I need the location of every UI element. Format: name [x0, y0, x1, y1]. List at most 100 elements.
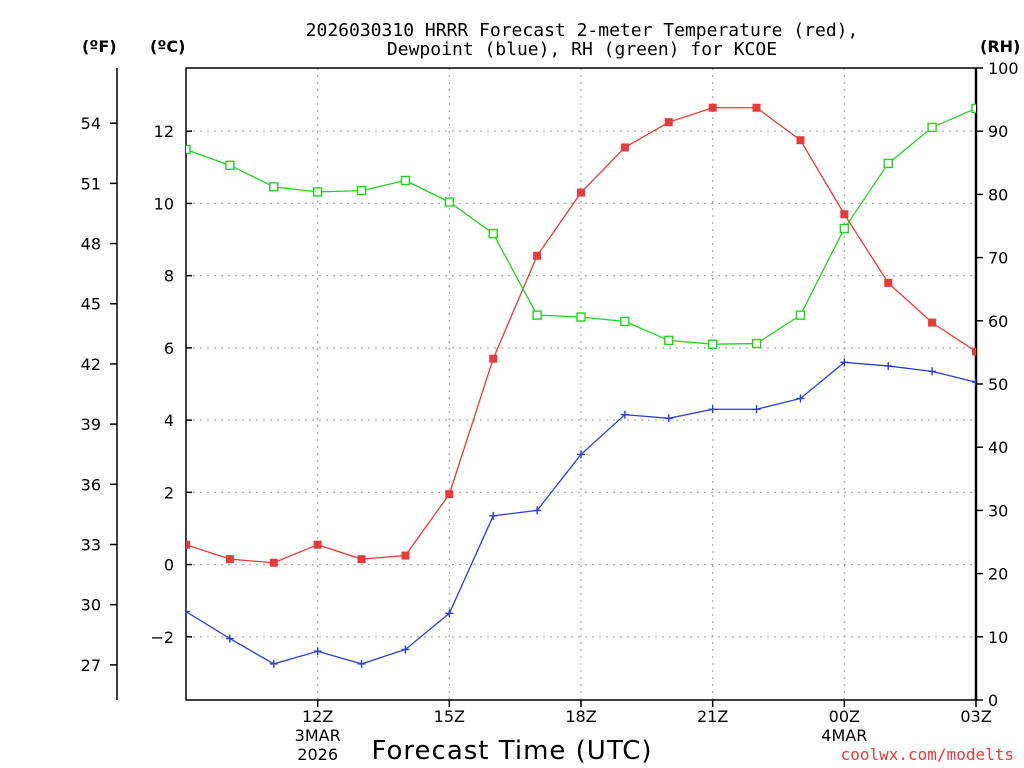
dewpoint-point [186, 607, 190, 616]
chart-title-line1: 2026030310 HRRR Forecast 2-meter Tempera… [306, 20, 859, 41]
x-tick-label: 21Z [697, 707, 728, 726]
temperature-point [445, 490, 454, 499]
x-tick-date: 4MAR [821, 726, 867, 745]
rh-point [400, 175, 411, 186]
rh-tick-label: 100 [988, 59, 1019, 78]
rh-point [488, 228, 498, 239]
temperature-point [664, 118, 673, 127]
rh-point [883, 158, 893, 169]
celsius-tick-label: −2 [150, 628, 174, 647]
rh-point [269, 182, 279, 192]
dewpoint-point [620, 410, 629, 419]
celsius-tick-label: 4 [164, 411, 174, 430]
dewpoint-point [928, 367, 937, 376]
celsius-tick-label: 8 [164, 267, 174, 286]
dewpoint-point [752, 405, 761, 414]
celsius-tick-label: 10 [154, 194, 174, 213]
dewpoint-point [445, 609, 454, 618]
temperature-point [1016, 366, 1024, 374]
rh-point [444, 197, 455, 207]
rh-point [312, 187, 323, 197]
dewpoint-point [840, 358, 849, 367]
rh-point [971, 103, 976, 114]
fahrenheit-tick-label: 36 [81, 475, 101, 494]
temperature-point [577, 188, 585, 197]
rh-tick-label: 60 [988, 312, 1008, 331]
temperature-point [884, 278, 893, 287]
fahrenheit-tick-label: 54 [81, 114, 101, 133]
temperature-point [533, 251, 542, 260]
x-tick-date: 3MAR [295, 726, 341, 745]
fahrenheit-tick-label: 51 [81, 174, 101, 193]
rh-tick-label: 90 [988, 122, 1008, 141]
temperature-point [225, 555, 234, 564]
rh-tick-label: 50 [988, 375, 1008, 394]
dewpoint-point [401, 645, 410, 654]
temperature-point [928, 318, 937, 327]
rh-point [927, 122, 937, 133]
temperature-point [269, 558, 278, 567]
fahrenheit-tick-label: 30 [81, 596, 101, 615]
fahrenheit-tick-label: 45 [81, 295, 101, 314]
dewpoint-point [269, 659, 278, 668]
celsius-tick-label: 6 [164, 339, 174, 358]
rh-tick-label: 40 [988, 438, 1008, 457]
fahrenheit-tick-label: 27 [81, 656, 101, 675]
dewpoint-point [708, 405, 717, 414]
x-tick-label: 00Z [829, 707, 860, 726]
temperature-point [186, 540, 190, 549]
rh-series-line [186, 107, 976, 345]
temperature-point [796, 136, 805, 145]
dewpoint-point [489, 511, 498, 520]
rh-tick-label: 70 [988, 249, 1008, 268]
rh-tick-label: 10 [988, 628, 1008, 647]
series-group [186, 103, 1024, 668]
temperature-point [401, 551, 410, 560]
x-tick-label: 03Z [960, 707, 991, 726]
dewpoint-point [796, 394, 805, 403]
rh-point [839, 223, 850, 234]
rh-point [356, 185, 367, 196]
rh-point [707, 339, 718, 349]
temperature-point [620, 143, 629, 152]
dewpoint-point [533, 506, 542, 515]
dewpoint-point [577, 450, 585, 459]
rh-tick-label: 30 [988, 501, 1008, 520]
rh-tick-label: 0 [988, 691, 998, 710]
x-axis-label: Forecast Time (UTC) [371, 736, 652, 766]
rh-point [225, 160, 235, 171]
rh-point [664, 335, 674, 346]
celsius-tick-label: 0 [164, 556, 174, 575]
fahrenheit-tick-label: 42 [81, 355, 101, 374]
rh-point [620, 316, 630, 327]
dewpoint-series-line [186, 361, 976, 665]
x-tick-year: 2026 [297, 745, 338, 764]
temperature-point [357, 555, 366, 564]
credit-text: coolwx.com/modelts [841, 745, 1014, 764]
plot-series [186, 103, 1024, 668]
temperature-point [972, 347, 976, 356]
rh-point [532, 310, 542, 320]
rh-point [576, 312, 586, 322]
rh-tick-label: 80 [988, 185, 1008, 204]
dewpoint-point [225, 634, 234, 643]
fahrenheit-tick-label: 48 [81, 235, 101, 254]
fahrenheit-tick-label: 39 [81, 415, 101, 434]
dewpoint-point [884, 361, 893, 370]
rh-point [186, 144, 191, 155]
temperature-point [708, 103, 717, 112]
x-tick-label: 15Z [434, 707, 465, 726]
rh-point [751, 338, 762, 349]
dewpoint-point [313, 647, 322, 656]
dewpoint-point [357, 659, 366, 668]
rh-unit-label: (RH) [980, 37, 1020, 56]
temperature-point [840, 210, 849, 219]
x-tick-label: 12Z [302, 707, 333, 726]
rh-point [795, 310, 806, 320]
chart-title-line2: Dewpoint (blue), RH (green) for KCOE [387, 39, 777, 60]
celsius-unit-label: (ºC) [150, 37, 185, 56]
x-tick-label: 18Z [565, 707, 596, 726]
celsius-tick-label: 12 [154, 122, 174, 141]
